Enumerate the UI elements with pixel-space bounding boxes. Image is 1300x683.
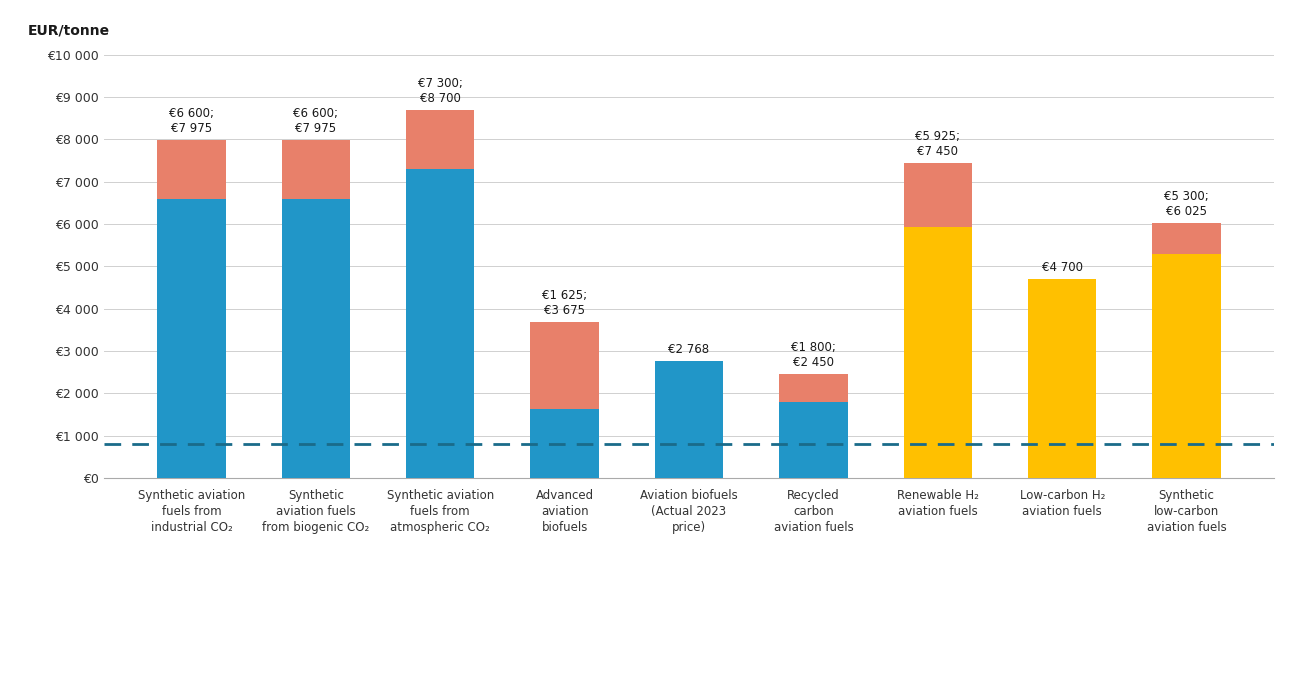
Bar bbox=[1152, 223, 1221, 253]
Text: €5 925;
€7 450: €5 925; €7 450 bbox=[915, 130, 961, 158]
Bar bbox=[1152, 253, 1221, 478]
Bar bbox=[157, 141, 226, 199]
Bar bbox=[779, 374, 848, 402]
Bar bbox=[282, 199, 350, 478]
Text: €7 300;
€8 700: €7 300; €8 700 bbox=[417, 76, 463, 104]
Bar bbox=[779, 402, 848, 478]
Text: €1 800;
€2 450: €1 800; €2 450 bbox=[790, 342, 836, 370]
Bar bbox=[530, 322, 599, 409]
Text: EUR/tonne: EUR/tonne bbox=[29, 24, 110, 38]
Text: €5 300;
€6 025: €5 300; €6 025 bbox=[1165, 190, 1209, 218]
Text: €6 600;
€7 975: €6 600; €7 975 bbox=[294, 107, 338, 135]
Bar bbox=[1028, 279, 1096, 478]
Bar bbox=[406, 110, 474, 169]
Bar bbox=[406, 169, 474, 478]
Bar bbox=[282, 141, 350, 199]
Text: €2 768: €2 768 bbox=[668, 343, 710, 356]
Bar bbox=[530, 409, 599, 478]
Bar bbox=[157, 199, 226, 478]
Text: €1 625;
€3 675: €1 625; €3 675 bbox=[542, 290, 588, 318]
Text: €4 700: €4 700 bbox=[1041, 261, 1083, 274]
Bar bbox=[903, 227, 972, 478]
Bar bbox=[903, 163, 972, 227]
Bar bbox=[655, 361, 723, 478]
Text: €6 600;
€7 975: €6 600; €7 975 bbox=[169, 107, 214, 135]
